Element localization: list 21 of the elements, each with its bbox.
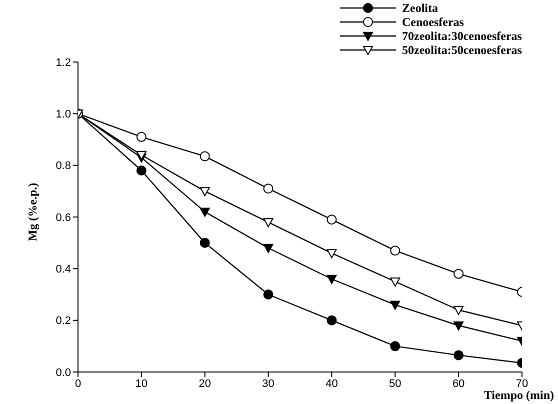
y-tick-label: 1.0 <box>56 108 71 121</box>
legend-label: Zeolita <box>402 0 438 16</box>
y-tick-label: 0.8 <box>56 160 71 172</box>
legend-label: 50zeolita:50cenoesferas <box>402 42 522 58</box>
x-tick-label: 10 <box>135 378 148 390</box>
x-tick-label: 0 <box>74 378 82 390</box>
legend-label: 70zeolita:30cenoesferas <box>402 28 522 44</box>
y-tick-label: 0.6 <box>56 212 71 224</box>
x-tick-label: 70 <box>516 378 528 390</box>
x-tick-label: 40 <box>326 378 338 390</box>
y-tick-label: 0.0 <box>56 366 71 379</box>
y-tick-label: 0.2 <box>56 315 71 328</box>
x-tick-label: 30 <box>262 378 274 390</box>
x-tick-label: 60 <box>452 378 465 390</box>
x-tick-label: 50 <box>389 378 402 390</box>
legend-label: Cenoesferas <box>402 14 464 30</box>
y-tick-label: 0.4 <box>56 264 71 276</box>
y-axis-title: Mg (%e.p.) <box>26 182 41 242</box>
x-axis-title: Tiempo (min) <box>484 388 554 403</box>
x-tick-label: 20 <box>198 378 211 390</box>
y-tick-label: 1.2 <box>56 56 71 69</box>
